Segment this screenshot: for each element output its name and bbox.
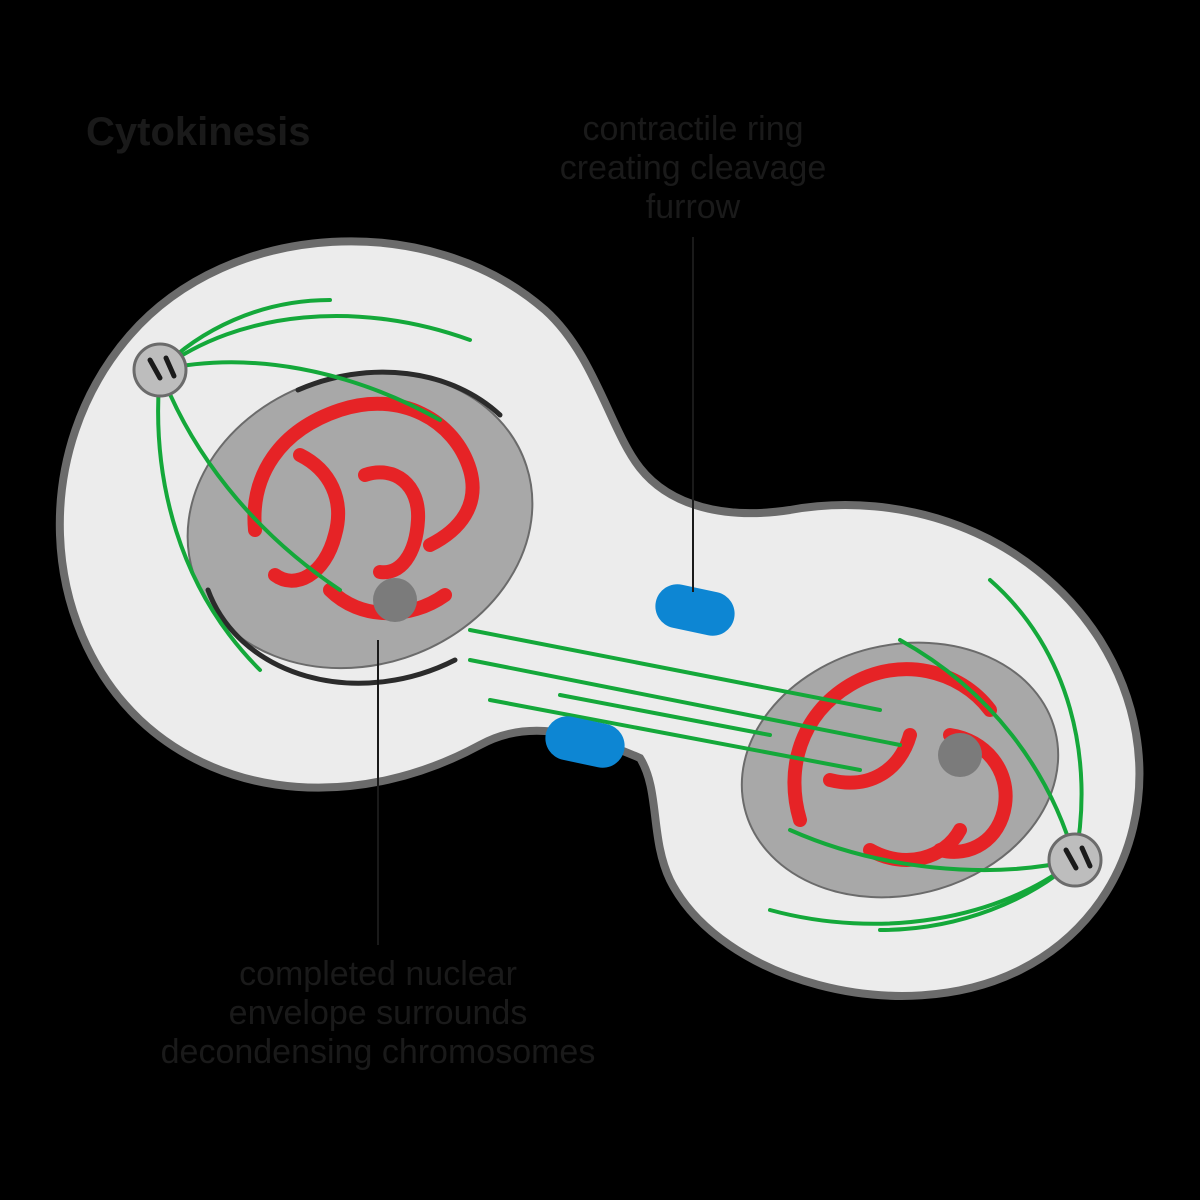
- nucleolus: [938, 733, 982, 777]
- label-nuclear-envelope: completed nuclearenvelope surroundsdecon…: [0, 955, 978, 1072]
- centrosome-body: [1049, 834, 1101, 886]
- centrosome-body: [134, 344, 186, 396]
- nucleolus: [373, 578, 417, 622]
- label-contractile-ring: contractile ringcreating cleavagefurrow: [93, 110, 1200, 227]
